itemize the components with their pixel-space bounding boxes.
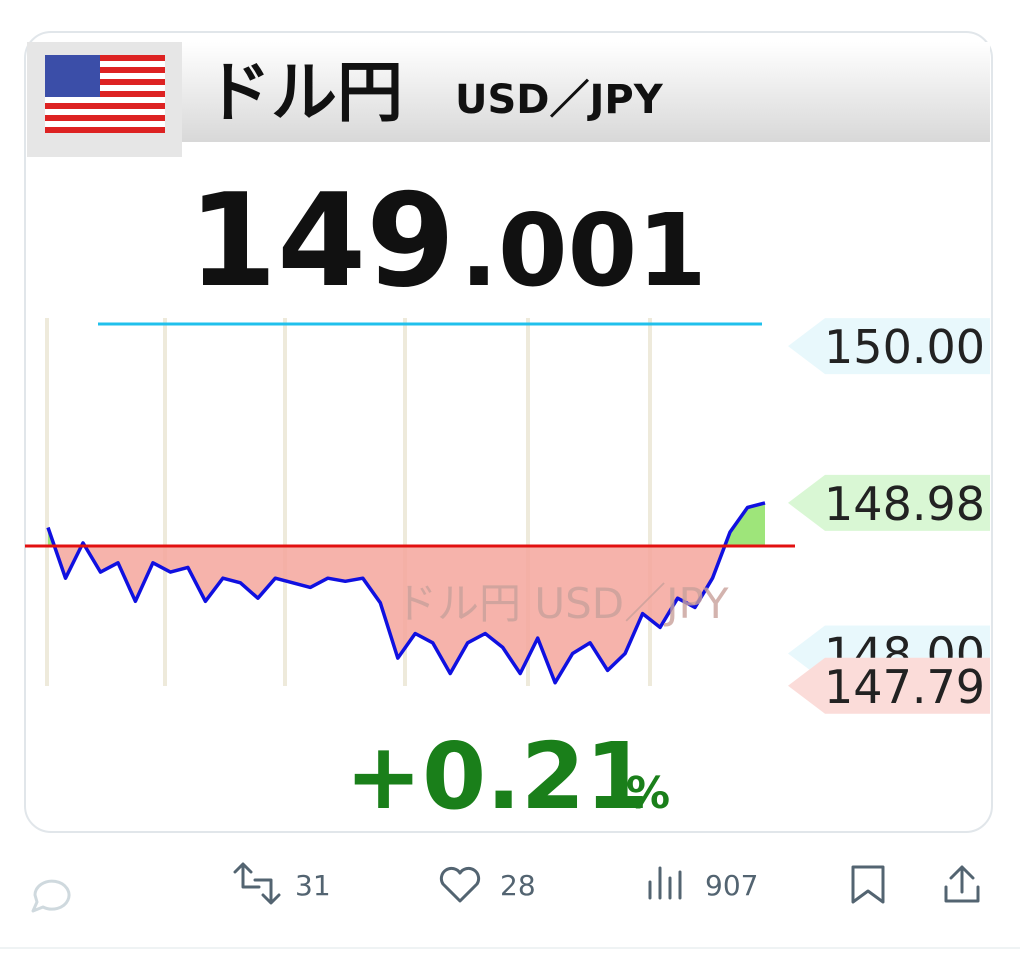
retweet-count: 31 xyxy=(295,869,331,902)
title: ドル円 xyxy=(205,54,403,131)
views-button[interactable] xyxy=(648,866,682,900)
price-tag-label: 148.98 xyxy=(824,477,985,531)
watermark: ドル円 USD／JPY xyxy=(395,579,729,628)
price-tag-label: 150.00 xyxy=(824,320,985,374)
card[interactable] xyxy=(24,31,993,833)
price-line xyxy=(46,501,766,685)
header-bar xyxy=(27,42,990,142)
price-tag-label: 147.79 xyxy=(824,660,985,714)
bookmark-button[interactable] xyxy=(851,865,885,904)
reply-button[interactable] xyxy=(31,879,71,913)
area-below xyxy=(48,546,765,683)
price-tag xyxy=(788,657,990,714)
pair: USD／JPY xyxy=(455,77,664,123)
share-button[interactable] xyxy=(944,865,980,903)
change: +0.21 xyxy=(345,723,649,830)
flag xyxy=(45,55,165,133)
price-int: 149 xyxy=(188,167,455,316)
chart-area xyxy=(46,501,766,685)
price-tag xyxy=(788,318,990,375)
view-count: 907 xyxy=(705,869,758,902)
like-count: 28 xyxy=(500,869,536,902)
retweet-button[interactable] xyxy=(233,862,281,905)
change-unit: % xyxy=(626,768,670,819)
like-button[interactable] xyxy=(439,866,481,903)
price-tag xyxy=(788,474,990,531)
price-dec: .001 xyxy=(460,192,707,309)
